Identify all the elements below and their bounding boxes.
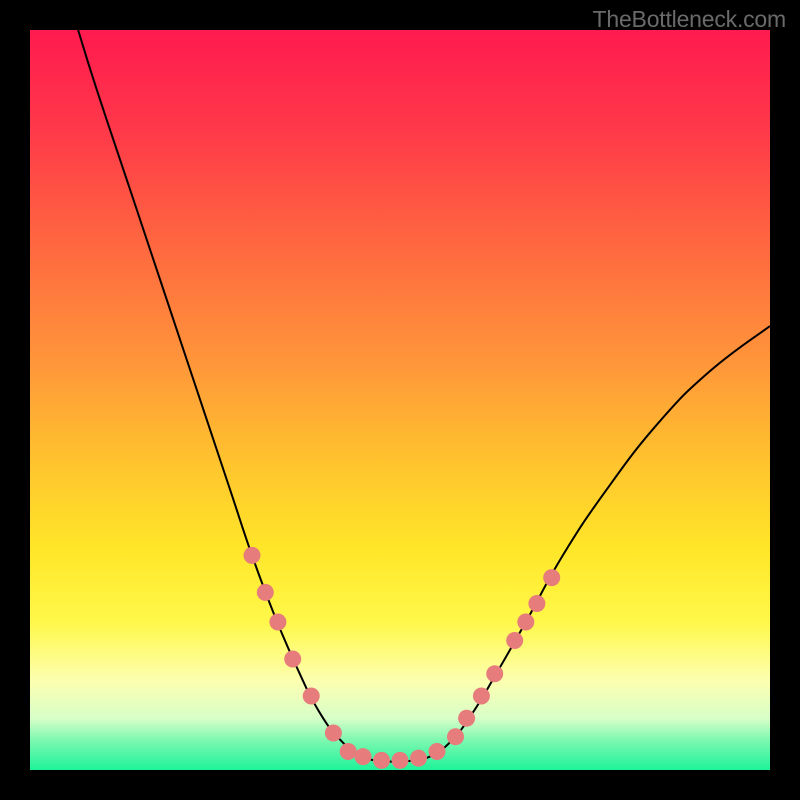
curve-marker <box>244 547 261 564</box>
curve-marker <box>429 743 446 760</box>
watermark-text: TheBottleneck.com <box>593 6 786 33</box>
plot-area <box>30 30 770 770</box>
curve-marker <box>340 743 357 760</box>
curve-marker <box>269 614 286 631</box>
curve-markers <box>244 547 561 769</box>
curve-marker <box>447 728 464 745</box>
curve-marker <box>373 752 390 769</box>
curve-marker <box>257 584 274 601</box>
bottleneck-curve-line <box>78 30 770 762</box>
stage: TheBottleneck.com <box>0 0 800 800</box>
bottleneck-curve-chart <box>30 30 770 770</box>
curve-marker <box>486 665 503 682</box>
curve-marker <box>303 688 320 705</box>
curve-marker <box>473 688 490 705</box>
curve-marker <box>325 725 342 742</box>
curve-marker <box>458 710 475 727</box>
curve-marker <box>517 614 534 631</box>
curve-marker <box>506 632 523 649</box>
curve-marker <box>543 569 560 586</box>
curve-marker <box>528 595 545 612</box>
curve-marker <box>392 752 409 769</box>
curve-marker <box>284 651 301 668</box>
curve-marker <box>355 748 372 765</box>
curve-marker <box>410 750 427 767</box>
